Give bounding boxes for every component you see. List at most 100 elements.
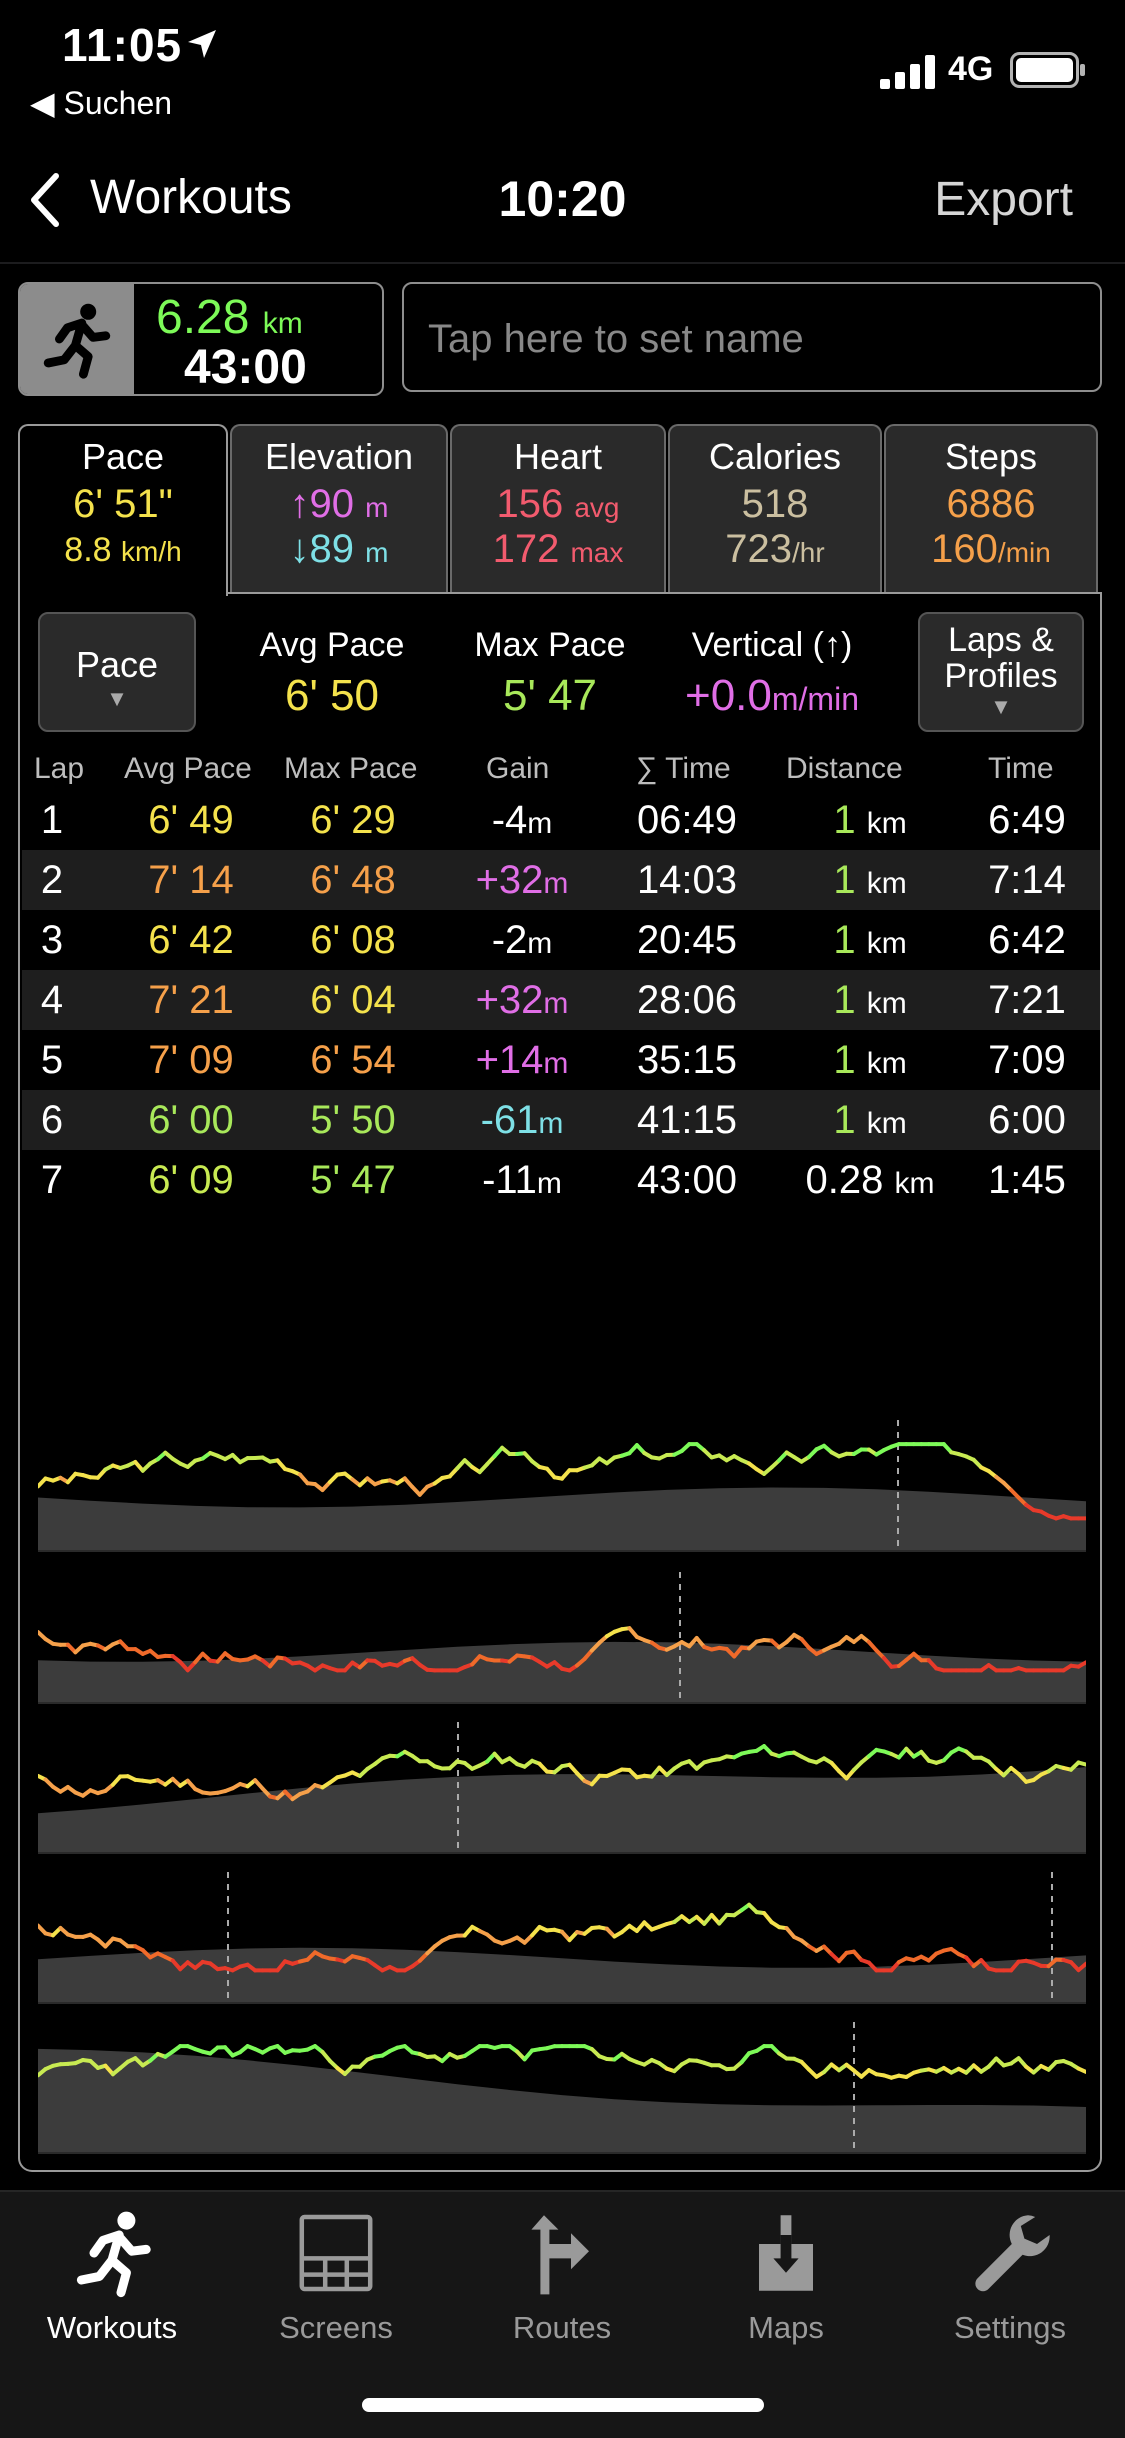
tab-steps[interactable]: Steps 6886 160/min (884, 424, 1098, 592)
lap-profile-chart (38, 1572, 1086, 1704)
lap-avg-pace: 7' 21 (116, 978, 266, 1023)
lap-max-pace: 6' 04 (278, 978, 428, 1023)
activity-type-box[interactable] (20, 284, 134, 394)
tab-value-secondary: 172 max (452, 527, 664, 572)
lap-gain: +32m (452, 978, 592, 1023)
tab-value-primary: 518 (670, 482, 880, 527)
maps-icon (741, 2208, 831, 2298)
lap-cum-time: 14:03 (612, 858, 762, 903)
tab-label: Elevation (232, 436, 446, 478)
tab-value-primary: 6' 51" (20, 482, 226, 527)
summary-distance-unit: km (263, 307, 303, 340)
lap-distance: 1 km (770, 858, 970, 903)
chart-baseline (38, 2152, 1086, 2154)
screens-icon (291, 2208, 381, 2298)
elevation-area (38, 1488, 1086, 1553)
lap-avg-pace: 6' 00 (116, 1098, 266, 1143)
col-header-distance: Distance (786, 752, 903, 786)
col-header-avg-pace: Avg Pace (124, 752, 252, 786)
tab-label: Pace (20, 436, 226, 478)
workout-name-field[interactable]: Tap here to set name (402, 282, 1102, 392)
lap-max-pace: 6' 08 (278, 918, 428, 963)
laps-profiles-label: Laps &Profiles (920, 622, 1082, 694)
lap-time: 6:49 (962, 798, 1092, 843)
lap-cum-time: 35:15 (612, 1038, 762, 1083)
lap-profile-chart (38, 1872, 1086, 2004)
elevation-area (38, 1642, 1086, 1704)
lap-cum-time: 43:00 (612, 1158, 762, 1203)
laps-profiles-button[interactable]: Laps &Profiles ▼ (918, 612, 1084, 732)
lap-max-pace: 6' 54 (278, 1038, 428, 1083)
tab-elevation[interactable]: Elevation ↑90 m ↓89 m (230, 424, 448, 592)
lap-number: 4 (22, 978, 82, 1023)
lap-distance: 1 km (770, 1038, 970, 1083)
lap-max-pace: 5' 47 (278, 1158, 428, 1203)
lap-time: 7:21 (962, 978, 1092, 1023)
lap-number: 6 (22, 1098, 82, 1143)
tab-bar-item-maps[interactable]: Maps (686, 2200, 886, 2346)
tab-calories[interactable]: Calories 518 723/hr (668, 424, 882, 592)
summary-distance: 6.28 km (156, 290, 303, 345)
chart-baseline (38, 1852, 1086, 1854)
lap-cum-time: 20:45 (612, 918, 762, 963)
tab-pace[interactable]: Pace 6' 51" 8.8 km/h (18, 424, 228, 596)
elevation-area (38, 1948, 1086, 2004)
lap-gain: -61m (452, 1098, 592, 1143)
metric-selector-button[interactable]: Pace ▼ (38, 612, 196, 732)
col-header-gain: Gain (486, 752, 549, 786)
export-button[interactable]: Export (934, 172, 1073, 227)
lap-gain: -11m (452, 1158, 592, 1203)
wrench-icon (965, 2208, 1055, 2298)
lap-distance: 0.28 km (770, 1158, 970, 1203)
max-pace-metric: Max Pace 5' 47 (458, 626, 642, 721)
lap-avg-pace: 6' 42 (116, 918, 266, 963)
chart-baseline (38, 1702, 1086, 1704)
tab-value-primary: ↑90 m (232, 482, 446, 527)
tab-label: Heart (452, 436, 664, 478)
lap-time: 7:09 (962, 1038, 1092, 1083)
lap-profiles-charts (38, 1410, 1086, 2162)
back-to-app-link[interactable]: ◀ Suchen (30, 84, 172, 122)
lap-profile-chart (38, 1420, 1086, 1552)
pace-line-segment (1079, 2069, 1087, 2072)
lap-time: 6:00 (962, 1098, 1092, 1143)
lap-avg-pace: 6' 09 (116, 1158, 266, 1203)
lap-number: 5 (22, 1038, 82, 1083)
panel-top-border (228, 592, 1102, 594)
tab-value-secondary: ↓89 m (232, 527, 446, 572)
elevation-area (38, 2049, 1086, 2154)
lap-profile-chart (38, 2022, 1086, 2154)
lap-number: 1 (22, 798, 82, 843)
lap-cum-time: 06:49 (612, 798, 762, 843)
chart-baseline (38, 1550, 1086, 1552)
tab-bar-item-screens[interactable]: Screens (236, 2200, 436, 2346)
runner-icon (37, 299, 117, 379)
col-header-max-pace: Max Pace (284, 752, 417, 786)
lap-avg-pace: 7' 09 (116, 1038, 266, 1083)
vertical-metric: Vertical (↑) +0.0m/min (664, 626, 880, 721)
tab-heart[interactable]: Heart 156 avg 172 max (450, 424, 666, 592)
lap-distance: 1 km (770, 918, 970, 963)
summary-duration: 43:00 (184, 340, 307, 395)
avg-pace-metric: Avg Pace 6' 50 (240, 626, 424, 721)
battery-icon (1010, 52, 1086, 88)
lap-number: 3 (22, 918, 82, 963)
lap-max-pace: 6' 48 (278, 858, 428, 903)
tab-bar-item-routes[interactable]: Routes (462, 2200, 662, 2346)
lap-time: 6:42 (962, 918, 1092, 963)
lap-gain: -2m (452, 918, 592, 963)
tab-bar-item-settings[interactable]: Settings (910, 2200, 1110, 2346)
tab-label: Steps (886, 436, 1096, 478)
lap-cum-time: 28:06 (612, 978, 762, 1023)
pace-line-segment (1079, 1763, 1087, 1765)
location-arrow-icon (186, 28, 218, 60)
tab-bar-item-workouts[interactable]: Workouts (12, 2200, 212, 2346)
tab-value-primary: 6886 (886, 482, 1096, 527)
